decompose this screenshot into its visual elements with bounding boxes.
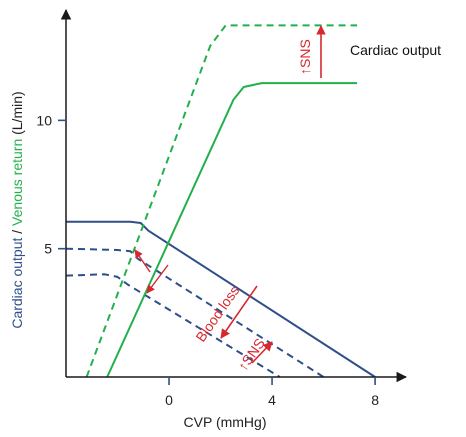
x-axis-title: CVP (mmHg) bbox=[184, 414, 267, 430]
blood-loss-annotation: Blood loss bbox=[192, 283, 258, 345]
cardiac-output-label: Cardiac output bbox=[350, 42, 441, 58]
y-tick-label: 10 bbox=[36, 112, 52, 128]
sns-bottom-label: ↑SNS bbox=[234, 335, 268, 374]
venous-return-curve-sns bbox=[85, 24, 358, 378]
series-group bbox=[65, 24, 376, 378]
axes bbox=[60, 8, 408, 383]
operating-point-arrow-down bbox=[146, 264, 169, 294]
ticks: 0 4 8 5 10 bbox=[36, 112, 379, 408]
x-tick-label: 8 bbox=[371, 392, 379, 408]
y-axis-title-cardiac-output: Cardiac output bbox=[9, 238, 25, 329]
blood-loss-label: Blood loss bbox=[192, 283, 242, 345]
operating-point-arrow-up bbox=[134, 249, 151, 273]
y-axis-title: Cardiac output / Venous return (L/min) bbox=[9, 91, 25, 328]
x-tick-label: 4 bbox=[268, 392, 276, 408]
sns-top-annotation: ↑SNS bbox=[297, 25, 326, 78]
y-axis-title-venous-return: Venous return bbox=[9, 139, 25, 226]
operating-point-arrows bbox=[134, 249, 169, 294]
blood-loss-arrow bbox=[220, 285, 258, 339]
y-tick-label: 5 bbox=[44, 241, 52, 257]
sns-top-label: ↑SNS bbox=[297, 39, 313, 75]
x-tick-label: 0 bbox=[165, 392, 173, 408]
cardiac-output-curve bbox=[66, 220, 376, 378]
y-axis-title-separator: / bbox=[9, 226, 25, 238]
y-axis-title-unit: (L/min) bbox=[9, 91, 25, 138]
venous-return-curve bbox=[106, 82, 358, 378]
sns-bottom-annotation: ↑SNS bbox=[234, 335, 273, 374]
cardiac-output-curve-further-reduced bbox=[65, 273, 281, 378]
cardiac-output-curve-reduced bbox=[65, 247, 325, 378]
sns-bottom-arrow bbox=[251, 341, 273, 364]
